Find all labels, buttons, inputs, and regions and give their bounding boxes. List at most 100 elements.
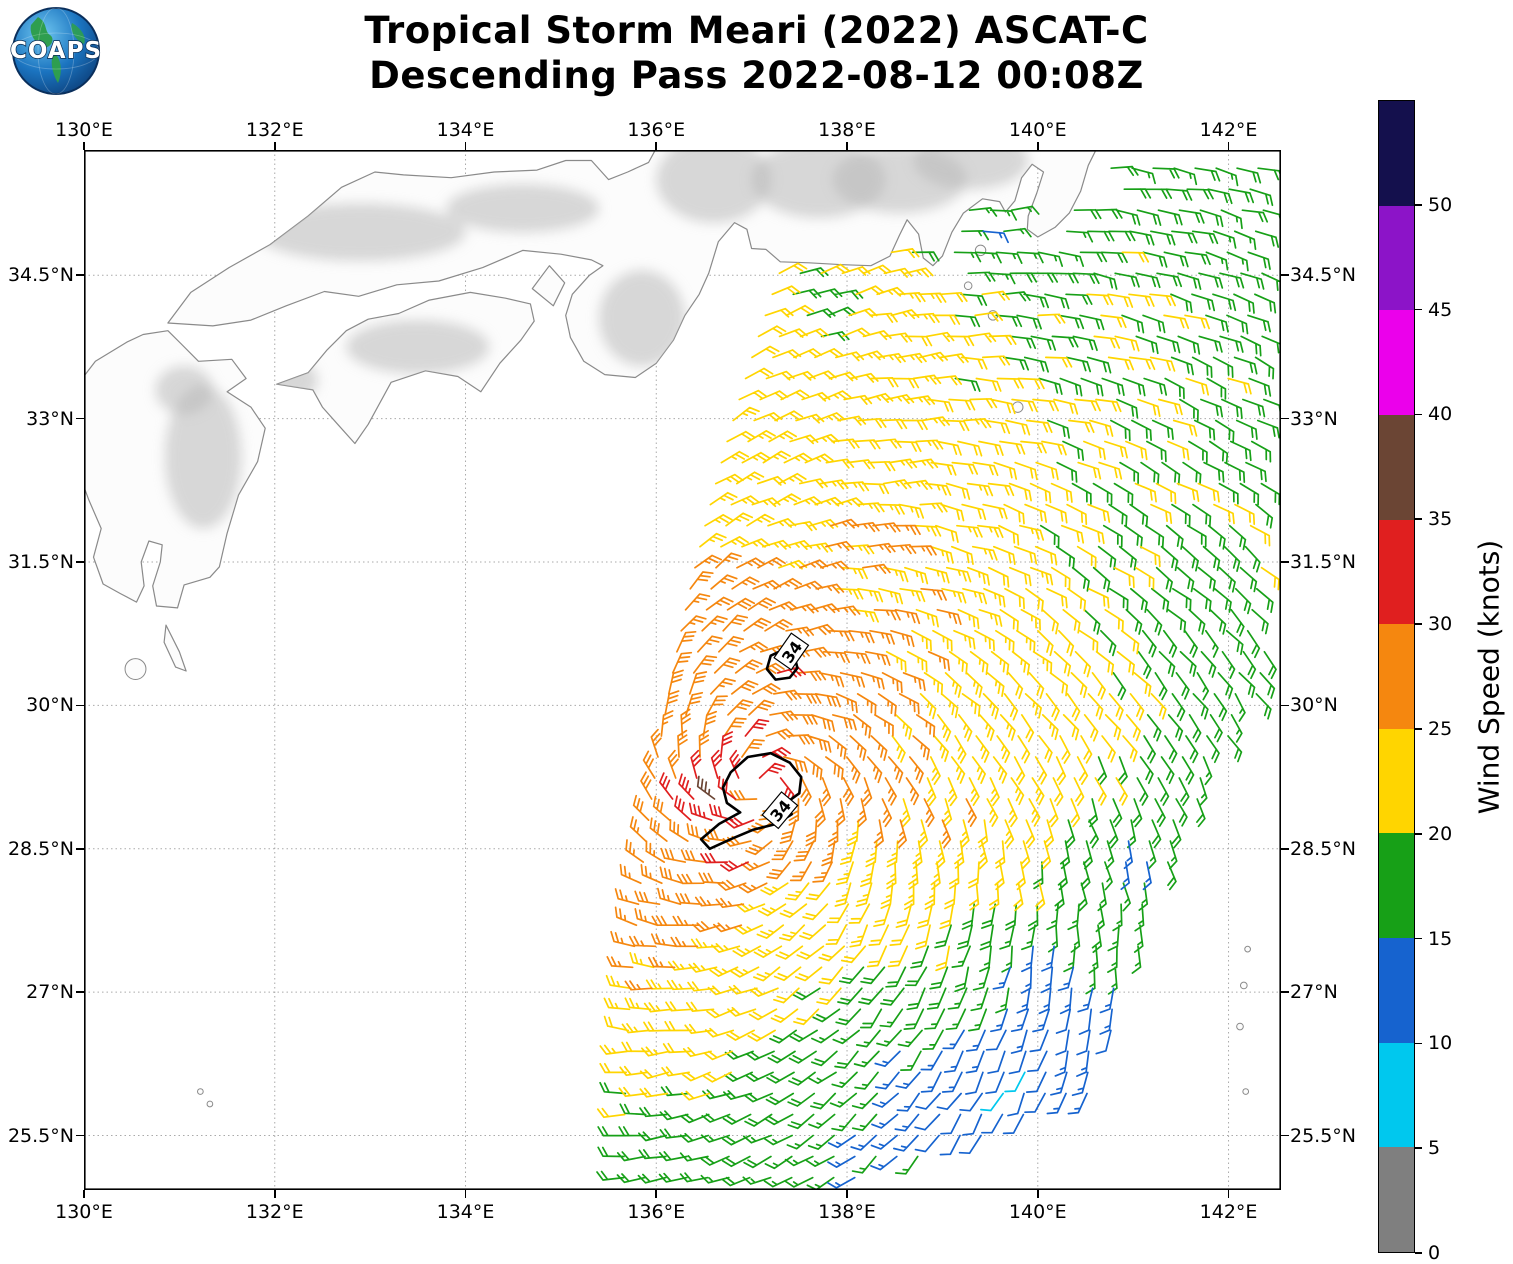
colorbar-segment-0-5 bbox=[1379, 1147, 1414, 1253]
colorbar-segment-15-20 bbox=[1379, 833, 1414, 939]
colorbar-tick-label: 45 bbox=[1428, 298, 1453, 321]
y-tick-mark-right bbox=[1281, 991, 1289, 993]
islet bbox=[124, 658, 147, 680]
colorbar-segment-5-10 bbox=[1379, 1042, 1414, 1148]
x-tick-label-bottom: 136°E bbox=[627, 1201, 686, 1223]
colorbar-tick-label: 35 bbox=[1428, 508, 1453, 531]
coastline-tanegashima bbox=[163, 624, 187, 672]
colorbar-tick-mark bbox=[1415, 1147, 1422, 1149]
colorbar-tick-label: 15 bbox=[1428, 927, 1453, 950]
y-tick-mark-left bbox=[76, 704, 84, 707]
x-tick-label-bottom: 138°E bbox=[818, 1201, 876, 1223]
chart-title: Tropical Storm Meari (2022) ASCAT-C bbox=[364, 9, 1149, 52]
y-tick-label-right: 33°N bbox=[1290, 407, 1338, 430]
x-tick-mark-bottom bbox=[273, 1190, 276, 1198]
x-tick-mark-top bbox=[464, 142, 467, 150]
colorbar-tick-mark bbox=[1415, 1042, 1422, 1045]
colorbar-tick-label: 40 bbox=[1428, 403, 1453, 426]
colorbar-tick-mark bbox=[1415, 937, 1422, 940]
contour-34kt bbox=[699, 751, 803, 851]
islet bbox=[963, 281, 973, 291]
wind-barb-layer-4 bbox=[606, 518, 977, 991]
colorbar-segment-30-35 bbox=[1379, 519, 1414, 625]
colorbar-tick-mark bbox=[1415, 204, 1422, 206]
y-tick-mark-left bbox=[76, 991, 84, 993]
colorbar-tick-label: 50 bbox=[1428, 193, 1453, 216]
contour-label-34: 34 bbox=[773, 632, 810, 671]
x-tick-mark-bottom bbox=[1036, 1190, 1039, 1198]
x-tick-mark-top bbox=[1227, 142, 1230, 150]
colorbar bbox=[1378, 100, 1415, 1253]
y-tick-label-left: 31.5°N bbox=[7, 550, 74, 573]
x-tick-label-bottom: 130°E bbox=[55, 1201, 113, 1223]
colorbar-tick-mark bbox=[1415, 728, 1422, 730]
x-tick-mark-bottom bbox=[464, 1190, 467, 1198]
coaps-logo: COAPS bbox=[9, 5, 102, 97]
x-tick-label-bottom: 132°E bbox=[245, 1201, 304, 1223]
islet bbox=[1236, 1022, 1244, 1031]
x-tick-mark-bottom bbox=[1227, 1190, 1230, 1198]
x-tick-mark-bottom bbox=[655, 1190, 658, 1198]
x-tick-mark-top bbox=[1036, 142, 1039, 150]
y-tick-label-right: 27°N bbox=[1290, 981, 1338, 1004]
globe-graticule bbox=[12, 32, 100, 70]
y-tick-label-left: 30°N bbox=[26, 694, 74, 717]
wind-barb-layer-3 bbox=[980, 1071, 1026, 1112]
globe-land-east bbox=[71, 23, 85, 44]
colorbar-tick-mark bbox=[1415, 518, 1422, 521]
islet bbox=[206, 1100, 214, 1108]
y-tick-mark-right bbox=[1281, 704, 1289, 707]
x-tick-label-top: 130°E bbox=[55, 119, 113, 141]
y-tick-label-right: 25.5°N bbox=[1290, 1124, 1357, 1147]
x-tick-label-top: 142°E bbox=[1199, 119, 1258, 141]
y-tick-mark-right bbox=[1281, 847, 1289, 850]
coastline-awaji bbox=[531, 265, 566, 307]
wind-barb-layer-5 bbox=[659, 666, 806, 872]
x-tick-mark-top bbox=[655, 142, 658, 150]
x-tick-label-top: 138°E bbox=[818, 119, 876, 141]
x-tick-label-top: 140°E bbox=[1008, 119, 1067, 141]
colorbar-tick-label: 30 bbox=[1428, 613, 1453, 636]
x-tick-label-top: 132°E bbox=[245, 119, 304, 141]
x-tick-label-bottom: 142°E bbox=[1199, 1201, 1258, 1223]
terrain-shading bbox=[155, 150, 1029, 529]
globe-graticule-2 bbox=[37, 7, 75, 95]
wind-barb-layer-0 bbox=[596, 165, 1281, 1190]
colorbar-tick-label: 25 bbox=[1428, 717, 1453, 740]
y-tick-label-right: 30°N bbox=[1290, 694, 1338, 717]
islet bbox=[1244, 945, 1251, 953]
x-tick-mark-top bbox=[273, 142, 276, 150]
colorbar-axis-label: Wind Speed (knots) bbox=[1472, 539, 1506, 815]
colorbar-segment-45-50 bbox=[1379, 205, 1414, 311]
x-tick-label-top: 134°E bbox=[436, 119, 495, 141]
y-tick-mark-left bbox=[76, 274, 84, 276]
globe-land-south bbox=[51, 53, 61, 83]
colorbar-segment-25-30 bbox=[1379, 624, 1414, 729]
globe-land-north bbox=[30, 17, 53, 48]
map-frame bbox=[84, 150, 1281, 1190]
wind-barb-layer-1 bbox=[826, 230, 1152, 1189]
x-tick-label-bottom: 134°E bbox=[436, 1201, 495, 1223]
colorbar-tick-mark bbox=[1415, 413, 1422, 416]
y-tick-label-left: 27°N bbox=[26, 981, 74, 1004]
y-tick-label-right: 31.5°N bbox=[1290, 550, 1357, 573]
x-tick-mark-bottom bbox=[83, 1190, 85, 1198]
y-tick-label-left: 34.5°N bbox=[7, 264, 74, 287]
coaps-logo-text: COAPS bbox=[10, 38, 102, 64]
colorbar-tick-label: 0 bbox=[1428, 1242, 1441, 1264]
colorbar-tick-label: 20 bbox=[1428, 822, 1453, 845]
y-tick-mark-right bbox=[1281, 1134, 1289, 1137]
y-tick-mark-left bbox=[76, 847, 84, 850]
x-tick-label-top: 136°E bbox=[627, 119, 686, 141]
y-tick-mark-right bbox=[1281, 561, 1289, 563]
colorbar-segment-10-15 bbox=[1379, 938, 1414, 1043]
colorbar-segment-35-40 bbox=[1379, 414, 1414, 520]
y-tick-label-right: 28.5°N bbox=[1290, 837, 1357, 860]
colorbar-segment-50-55 bbox=[1379, 101, 1414, 206]
y-tick-label-left: 33°N bbox=[26, 407, 74, 430]
x-tick-mark-bottom bbox=[846, 1190, 848, 1198]
coaps-logo-globe: COAPS bbox=[9, 7, 102, 95]
islet bbox=[1242, 1088, 1250, 1095]
